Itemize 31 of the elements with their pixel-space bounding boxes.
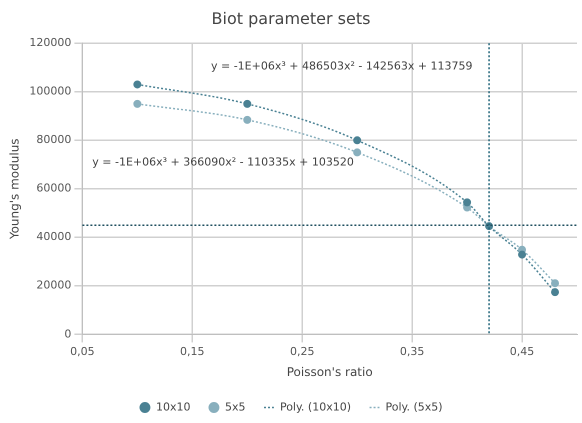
y-tick-label: 100000 (29, 84, 72, 98)
x-axis-title: Poisson's ratio (286, 364, 373, 379)
point (551, 288, 560, 296)
annotation: y = -1E+06x³ + 366090x² - 110335x + 103520 (92, 155, 354, 168)
point (353, 148, 362, 156)
point (243, 116, 252, 124)
point (551, 279, 560, 288)
y-tick-label: 40000 (36, 230, 72, 244)
x-tick-label: 0,15 (180, 344, 205, 358)
point (518, 250, 526, 259)
point (463, 198, 472, 206)
legend-label: 10x10 (156, 400, 190, 414)
y-tick-label: 120000 (29, 36, 72, 50)
legend-label: Poly. (10x10) (280, 400, 352, 414)
x-tick-label: 0,35 (400, 344, 424, 358)
point (133, 100, 142, 108)
legend-label: 5x5 (224, 400, 246, 414)
legend-label: Poly. (5x5) (386, 400, 443, 414)
x-tick-label: 0,05 (70, 344, 95, 358)
y-tick-label: 60000 (36, 182, 72, 195)
y-tick-label: 80000 (36, 133, 72, 146)
y-tick-label: 20000 (36, 278, 72, 292)
x-tick-label: 0,25 (290, 344, 314, 358)
point (353, 136, 362, 144)
y-axis-title: Young's modulus (7, 138, 22, 240)
annotation: y = -1E+06x³ + 486503x² - 142563x + 113759 (210, 59, 473, 72)
point (133, 80, 142, 88)
x-tick-label: 0,45 (510, 344, 534, 358)
chart-title: Biot parameter sets (212, 8, 370, 28)
y-tick-label: 0 (64, 327, 72, 340)
point (243, 100, 252, 108)
